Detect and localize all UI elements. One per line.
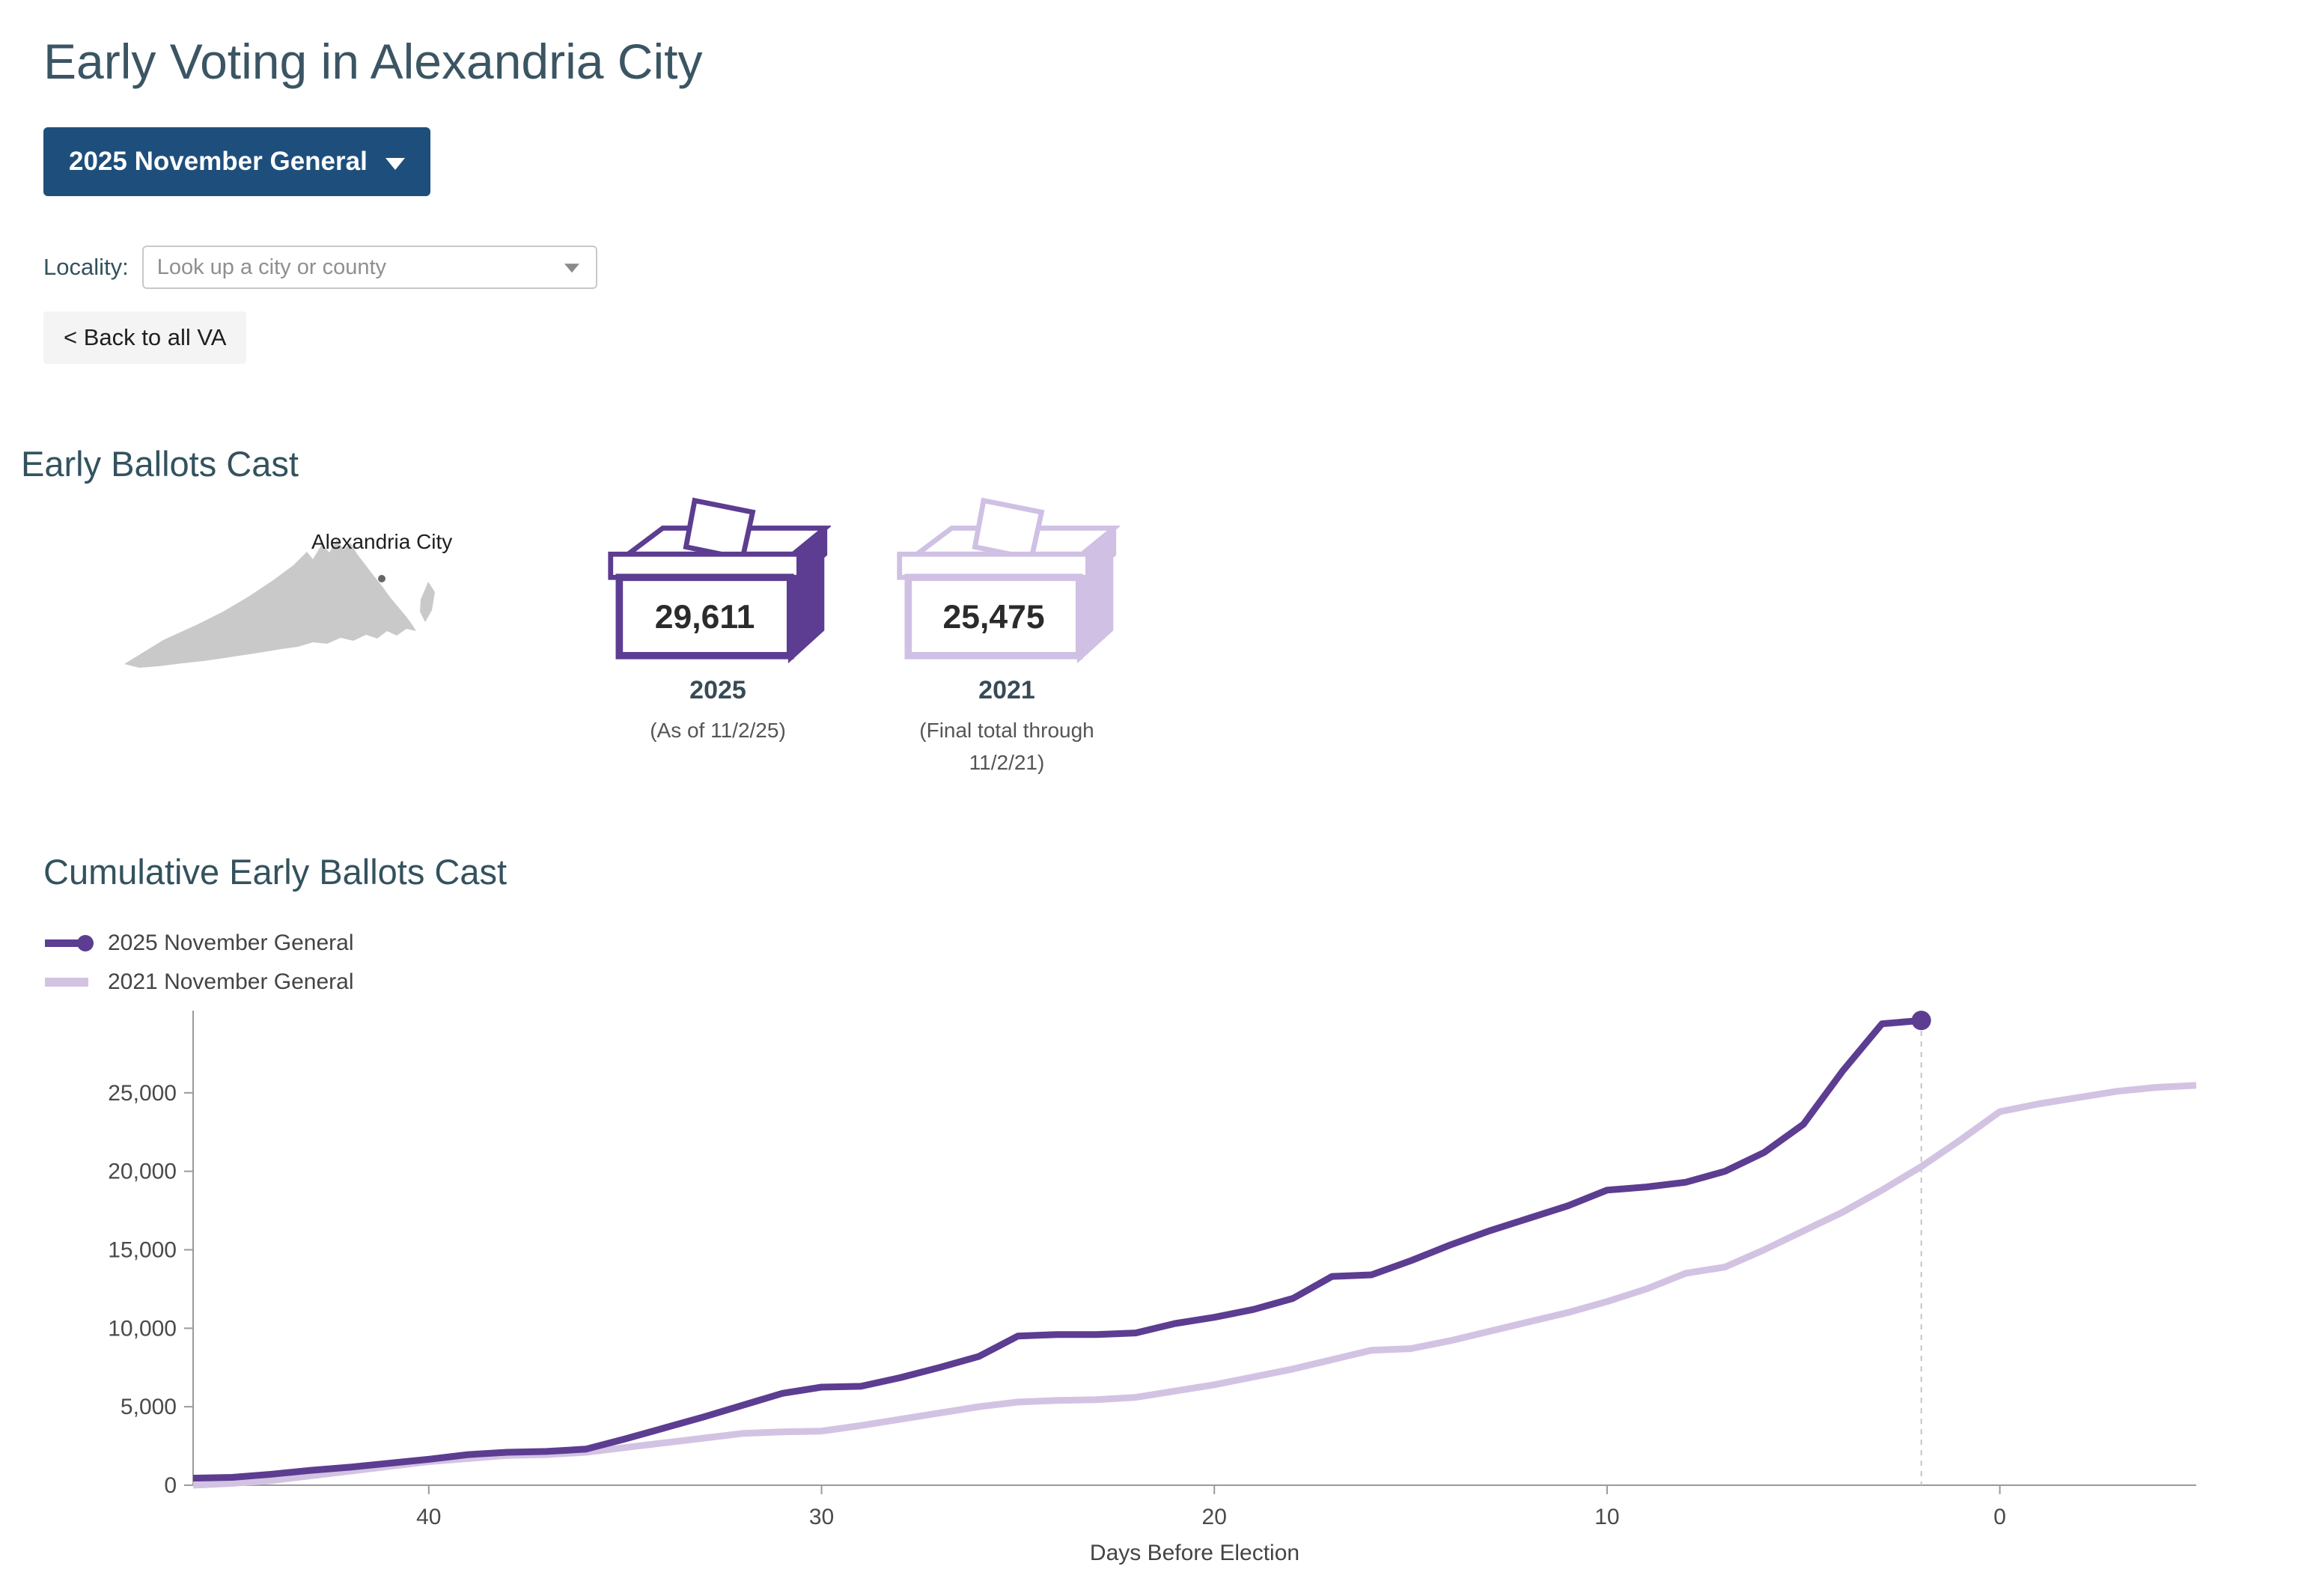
x-tick-label: 0 [1993, 1505, 2006, 1529]
cumulative-chart-svg: 0 5,000 10,000 15,000 20,000 25,000 40 30 20 10 0 D… [108, 1010, 2197, 1565]
virginia-map-icon: Alexandria City [124, 530, 452, 668]
y-tick-label: 5,000 [121, 1395, 177, 1419]
x-tick-label: 40 [416, 1505, 441, 1529]
ballot-year-2021: 2021 [978, 676, 1035, 705]
early-ballots-heading: Early Ballots Cast [21, 444, 299, 484]
ballot-year-2025: 2025 [689, 676, 746, 705]
ballot-box-2021: 25,475 2021 (Final total through 11/2/21… [894, 493, 1120, 779]
legend-label-2021: 2021 November General [108, 969, 354, 994]
lid-front [897, 551, 1091, 580]
legend-label-2025: 2025 November General [108, 930, 354, 955]
x-tick-label: 20 [1202, 1505, 1227, 1529]
y-tick-label: 10,000 [108, 1316, 177, 1341]
x-tick-label: 30 [809, 1505, 834, 1529]
x-tick-label: 10 [1594, 1505, 1619, 1529]
back-to-all-va-button[interactable]: < Back to all VA [43, 311, 247, 364]
locality-label: Locality: [43, 254, 129, 280]
election-dropdown-label: 2025 November General [69, 147, 368, 176]
cumulative-heading: Cumulative Early Ballots Cast [43, 851, 508, 892]
map-locality-label: Alexandria City [311, 530, 452, 553]
y-tick-label: 20,000 [108, 1159, 177, 1184]
legend-swatch-2025-icon [45, 934, 94, 951]
ballot-caption-2021: (Final total through 11/2/21) [919, 719, 1094, 775]
series-end-dot [1911, 1010, 1931, 1030]
ballot-paper-icon [972, 497, 1045, 562]
locality-select-placeholder: Look up a city or county [156, 255, 387, 279]
locality-row: Locality: Look up a city or county [43, 246, 2310, 289]
y-tick-label: 0 [164, 1473, 177, 1498]
ballot-box-icon-2021: 25,475 [897, 497, 1120, 664]
chevron-down-icon [385, 157, 405, 170]
y-tick-label: 25,000 [108, 1081, 177, 1106]
virginia-shape [124, 540, 416, 668]
series-line-2025-november-general [192, 1017, 1922, 1481]
ballot-boxes: 29,611 2025 (As of 11/2/25) 25,475 2021 … [605, 493, 1120, 779]
election-dropdown[interactable]: 2025 November General [43, 127, 430, 196]
ballot-paper-icon [683, 497, 756, 562]
cumulative-chart: 0 5,000 10,000 15,000 20,000 25,000 40 30 20 10 0 D… [43, 1006, 2310, 1566]
eastern-shore-shape [420, 582, 435, 622]
x-axis-label: Days Before Election [1090, 1541, 1299, 1565]
virginia-map: Alexandria City [120, 528, 479, 685]
legend-item-2021: 2021 November General [43, 963, 2310, 1002]
ballot-value-2025: 29,611 [655, 599, 755, 636]
ballot-box-2025: 29,611 2025 (As of 11/2/25) [605, 493, 831, 779]
chart-legend: 2025 November General 2021 November Gene… [43, 924, 2310, 1002]
box-front [615, 573, 794, 660]
select-caret-icon [564, 264, 579, 273]
ballot-value-2021: 25,475 [942, 599, 1044, 636]
early-ballots-row: Alexandria City 29,611 2025 (As of 11/2/… [43, 493, 2310, 779]
legend-item-2025: 2025 November General [43, 924, 2310, 963]
legend-swatch-2021-icon [45, 977, 88, 987]
ballot-box-icon-2025: 29,611 [608, 497, 831, 664]
y-tick-label: 15,000 [108, 1237, 177, 1262]
ballot-caption-2025: (As of 11/2/25) [650, 719, 786, 743]
locality-select[interactable]: Look up a city or county [141, 246, 597, 289]
page-title: Early Voting in Alexandria City [43, 34, 703, 89]
box-front [904, 573, 1083, 660]
series-line-2021-november-general [192, 1082, 2197, 1489]
map-locality-dot [378, 575, 385, 582]
